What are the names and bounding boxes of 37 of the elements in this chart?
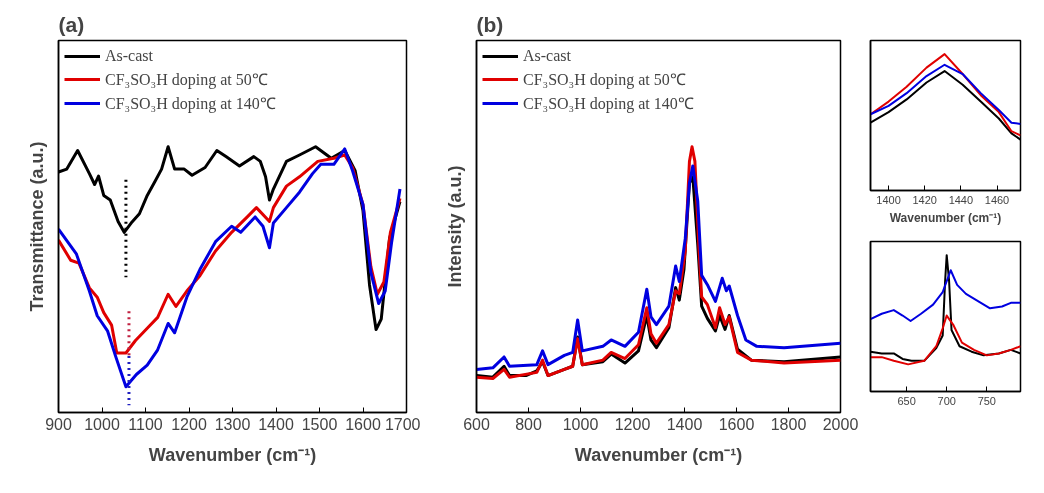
x-tick-label: 600 — [463, 415, 490, 433]
x-tick-label: 1600 — [718, 415, 755, 433]
legend-label: As-cast — [523, 47, 571, 65]
x-axis-title: Wavenumber (cm⁻¹) — [148, 444, 317, 465]
x-tick-label: 1800 — [770, 415, 807, 433]
x-tick-label: 1000 — [84, 415, 120, 433]
x-tick-label: 1300 — [214, 415, 251, 433]
legend-label: CF₃SO₃H doping at 140℃ — [105, 94, 276, 114]
x-tick-label: 1200 — [614, 415, 651, 433]
x-tick-label: 1100 — [128, 415, 163, 433]
x-tick-label: 1400 — [666, 415, 703, 433]
x-axis-title: Wavenumber (cm⁻¹) — [574, 444, 743, 465]
x-tick-label: 1500 — [301, 415, 338, 433]
legend-label: CF₃SO₃H doping at 50℃ — [105, 70, 268, 90]
x-tick-label: 1200 — [171, 415, 207, 433]
legend-label: As-cast — [105, 47, 153, 65]
x-tick-label: 1000 — [562, 415, 599, 433]
chart-title: (a) — [58, 12, 85, 36]
x-tick-label: 1420 — [912, 193, 937, 206]
chart-title: (b) — [476, 12, 504, 36]
x-tick-label: 1440 — [948, 193, 974, 206]
x-tick-label: 1700 — [384, 415, 421, 433]
x-tick-label: 900 — [45, 415, 72, 433]
x-axis-title: Wavenumber (cm⁻¹) — [889, 210, 1002, 225]
x-tick-label: 650 — [897, 394, 916, 407]
y-axis-title: Transmittance (a.u.) — [26, 141, 47, 312]
x-tick-label: 1600 — [345, 415, 381, 433]
x-tick-label: 2000 — [822, 415, 859, 433]
x-tick-label: 1400 — [258, 415, 294, 433]
x-tick-label: 700 — [937, 394, 956, 407]
x-tick-label: 800 — [515, 415, 542, 433]
x-tick-label: 750 — [977, 394, 996, 407]
legend-label: CF₃SO₃H doping at 50℃ — [523, 70, 686, 90]
y-axis-title: Intensity (a.u.) — [444, 165, 465, 288]
legend-label: CF₃SO₃H doping at 140℃ — [523, 94, 694, 114]
x-tick-label: 1460 — [984, 193, 1010, 206]
x-tick-label: 1400 — [876, 193, 901, 206]
